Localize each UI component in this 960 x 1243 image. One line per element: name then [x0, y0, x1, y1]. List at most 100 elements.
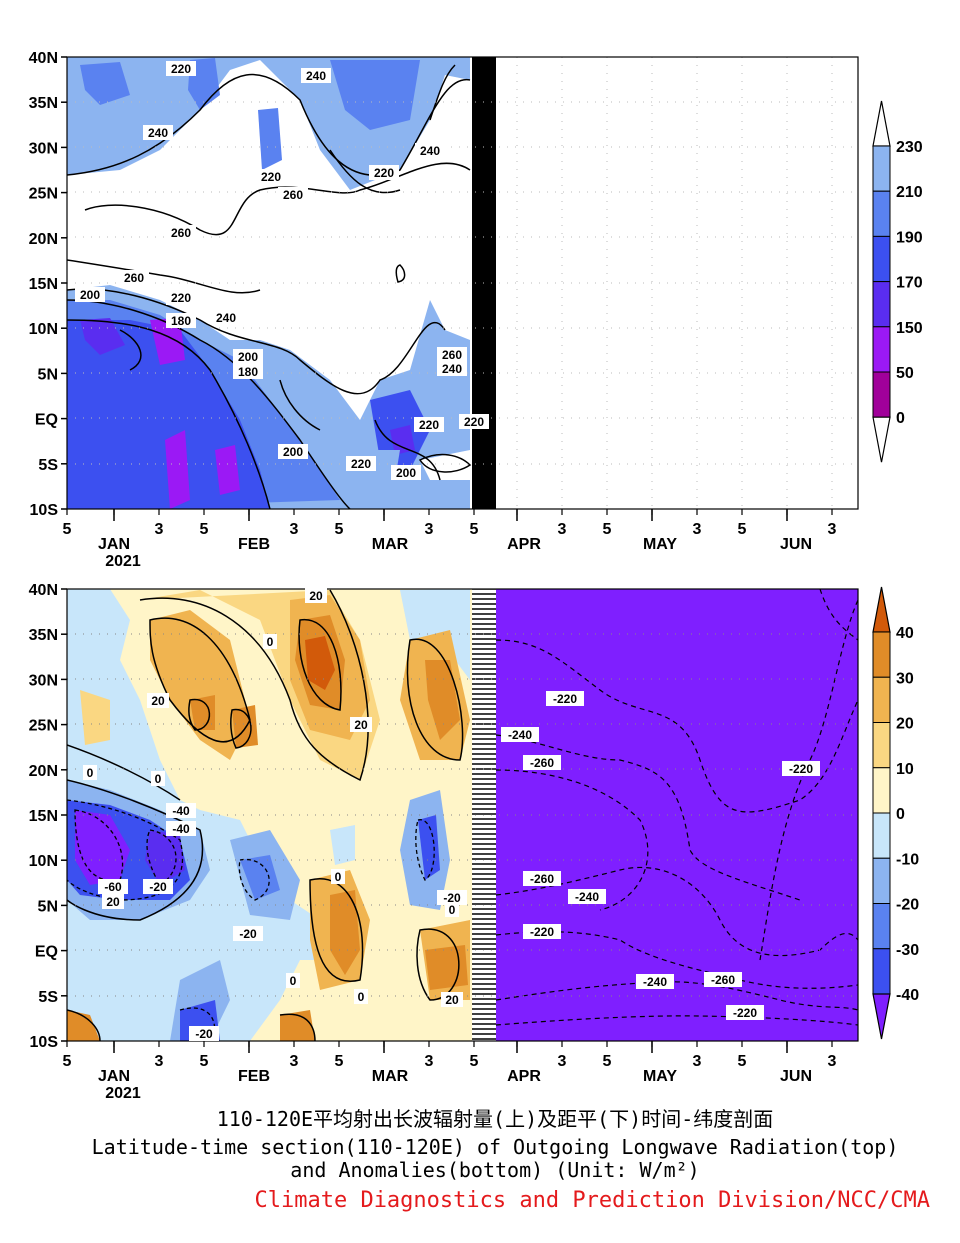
y-tick-label: 5N — [38, 898, 58, 915]
contour-label-bg — [546, 691, 584, 706]
contour-label-bg — [166, 61, 196, 76]
contour-label-bg — [636, 974, 674, 989]
contour-label: 240 — [216, 311, 236, 325]
contour-label-bg — [523, 755, 561, 770]
contour-label: 240 — [442, 362, 462, 376]
colorbar-label: 30 — [896, 670, 914, 687]
colorbar-label: 0 — [896, 806, 905, 823]
colorbar-band — [872, 371, 891, 418]
colorbar-top-arrow — [872, 586, 891, 633]
contour-label: 200 — [80, 288, 100, 302]
contour-label: -220 — [530, 925, 554, 939]
contour-label-bg — [166, 803, 196, 818]
contour-label-bg — [501, 727, 539, 742]
colorbar-label: 230 — [896, 139, 923, 156]
contour-label-bg — [151, 771, 165, 786]
credit-line: Climate Diagnostics and Prediction Divis… — [254, 1188, 930, 1213]
y-tick-label: 30N — [29, 672, 58, 689]
colorbar-band — [872, 145, 891, 192]
contour-label: -20 — [443, 891, 461, 905]
x-day-label: 3 — [693, 521, 702, 538]
x-month-label: MAR — [372, 536, 409, 553]
contour-label: 220 — [171, 291, 191, 305]
contour-label-bg — [233, 364, 263, 379]
contour-label: 20 — [106, 895, 120, 909]
x-day-label: 5 — [603, 521, 612, 538]
x-month-label: MAR — [372, 1068, 409, 1085]
caption-chinese: 110-120E平均射出长波辐射量(上)及距平(下)时间-纬度剖面 — [216, 1107, 774, 1131]
x-day-label: 5 — [335, 521, 344, 538]
colorbar-label: 50 — [896, 365, 914, 382]
contour-label: 260 — [283, 188, 303, 202]
bottom-contours — [67, 589, 464, 1041]
x-day-label: 5 — [63, 521, 72, 538]
contour-label: 240 — [306, 69, 326, 83]
contour-label-bg — [75, 287, 105, 302]
x-day-label: 3 — [290, 1053, 299, 1070]
contour-label: 240 — [420, 144, 440, 158]
y-tick-label: 40N — [29, 582, 58, 599]
contour-label: 0 — [335, 870, 342, 884]
contour-label-bg — [256, 169, 286, 184]
x-day-label: 5 — [738, 521, 747, 538]
x-day-label: 3 — [155, 521, 164, 538]
x-month-label: FEB — [238, 536, 270, 553]
x-day-label: 3 — [558, 1053, 567, 1070]
x-month-label: JAN — [98, 536, 130, 553]
contour-label-bg — [233, 926, 263, 941]
contour-label-bg — [119, 270, 149, 285]
contour-label: -220 — [553, 692, 577, 706]
contour-label: 260 — [124, 271, 144, 285]
contour-label: 240 — [148, 126, 168, 140]
contour-label-bg — [441, 992, 463, 1007]
x-day-label: 3 — [558, 521, 567, 538]
contour-label: -260 — [530, 872, 554, 886]
x-day-label: 5 — [335, 1053, 344, 1070]
contour-label: 0 — [87, 766, 94, 780]
colorbar-label: 40 — [896, 625, 914, 642]
contour-label: 180 — [171, 314, 191, 328]
colorbar-band — [872, 812, 891, 859]
x-day-label: 3 — [828, 521, 837, 538]
contour-label: 260 — [442, 348, 462, 362]
contour-label-bg — [166, 821, 196, 836]
contour-label-bg — [278, 444, 308, 459]
colorbar-band — [872, 857, 891, 904]
contour-label: -240 — [508, 728, 532, 742]
contour-label-bg — [414, 417, 444, 432]
y-tick-label: 30N — [29, 140, 58, 157]
contour-label-bg — [726, 1005, 764, 1020]
x-day-label: 3 — [425, 1053, 434, 1070]
x-day-label: 5 — [200, 1053, 209, 1070]
colorbar-band — [872, 722, 891, 769]
contour-label: -240 — [643, 975, 667, 989]
contour-label-bg — [331, 869, 345, 884]
colorbar-label: 190 — [896, 229, 923, 246]
contour-label-bg — [350, 717, 372, 732]
contour-label-bg — [263, 634, 277, 649]
y-tick-label: 25N — [29, 718, 58, 735]
contour-label-bg — [143, 125, 173, 140]
colorbar-label: 170 — [896, 275, 923, 292]
contour-label: -40 — [172, 822, 190, 836]
colorbar-label: -20 — [896, 897, 919, 914]
y-tick-label: 10S — [30, 1034, 59, 1051]
x-month-label: JUN — [780, 536, 812, 553]
contour-label: 20 — [354, 718, 368, 732]
contour-label-bg — [437, 890, 467, 905]
colorbar-band — [872, 676, 891, 723]
colorbar-label: -30 — [896, 942, 919, 959]
contour-label: -220 — [733, 1006, 757, 1020]
colorbar-label: -10 — [896, 851, 919, 868]
contour-label: 20 — [151, 694, 165, 708]
contour-label-bg — [166, 313, 196, 328]
y-tick-label: 10N — [29, 321, 58, 338]
contour-label-bg — [391, 465, 421, 480]
colorbar-label: 210 — [896, 184, 923, 201]
contour-label: 0 — [155, 772, 162, 786]
